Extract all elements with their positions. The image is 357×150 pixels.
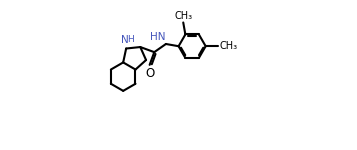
- Text: H: H: [127, 35, 134, 44]
- Text: CH₃: CH₃: [174, 11, 192, 21]
- Text: O: O: [145, 67, 154, 80]
- Text: CH₃: CH₃: [220, 41, 238, 51]
- Text: HN: HN: [150, 32, 165, 42]
- Text: N: N: [121, 35, 129, 45]
